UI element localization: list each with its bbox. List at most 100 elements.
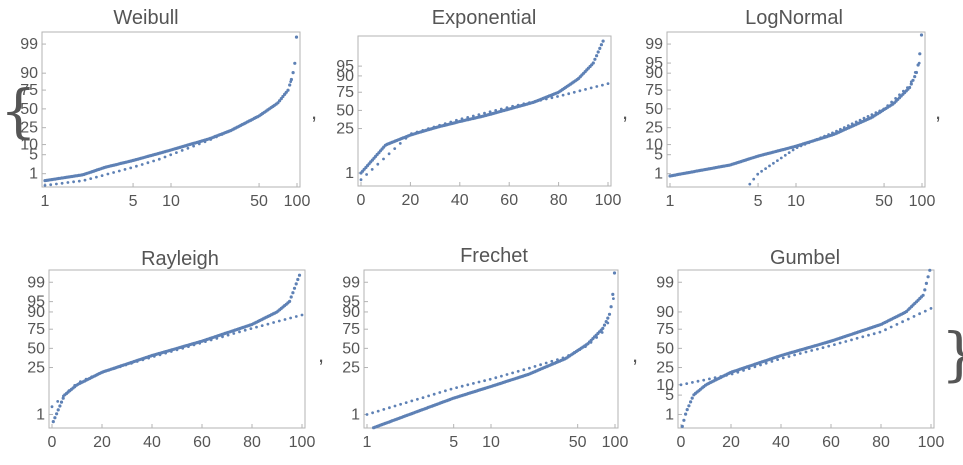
data-point <box>601 39 605 43</box>
data-point <box>528 101 531 104</box>
data-point <box>550 359 554 363</box>
data-point <box>779 156 783 160</box>
data-point <box>684 412 688 416</box>
data-point <box>593 57 597 61</box>
data-point <box>878 330 882 334</box>
y-tick-label: 95 <box>645 55 663 72</box>
data-point <box>753 365 757 369</box>
data-point <box>787 151 791 155</box>
data-point <box>759 363 762 367</box>
data-point <box>296 277 300 282</box>
data-point <box>118 365 122 369</box>
data-point <box>449 120 453 124</box>
data-point <box>283 318 287 321</box>
data-point <box>181 346 185 350</box>
data-series-1 <box>372 271 617 430</box>
y-tick-label: 25 <box>645 120 663 137</box>
data-point <box>799 144 803 148</box>
data-point <box>591 61 595 65</box>
data-point <box>255 115 258 119</box>
data-point <box>56 400 60 403</box>
y-tick-label: 75 <box>27 321 45 338</box>
data-point <box>609 305 613 309</box>
data-series-2 <box>679 307 933 387</box>
data-point <box>175 348 179 352</box>
y-tick-label: 50 <box>342 340 360 357</box>
data-point <box>293 61 297 65</box>
y-tick-label: 50 <box>20 101 38 118</box>
separator-comma-1: , <box>311 99 317 124</box>
data-point <box>421 129 425 132</box>
data-point <box>556 95 559 98</box>
x-tick-label: 5 <box>129 193 138 210</box>
data-point <box>249 327 253 330</box>
data-point <box>56 408 60 412</box>
data-point <box>203 140 207 144</box>
data-point <box>51 420 55 424</box>
data-point <box>505 373 509 376</box>
data-series-1 <box>51 273 302 424</box>
data-point <box>850 338 853 342</box>
y-tick-label: 99 <box>656 274 674 291</box>
data-point <box>567 92 571 96</box>
data-point <box>842 126 846 129</box>
data-point <box>163 155 167 159</box>
data-point <box>912 315 916 318</box>
data-point <box>220 133 224 136</box>
data-point <box>100 174 104 178</box>
data-point <box>522 102 526 106</box>
chart-title: Frechet <box>460 245 528 267</box>
data-point <box>561 356 565 360</box>
data-point <box>117 169 121 173</box>
close-brace: } <box>941 320 963 388</box>
data-point <box>404 136 408 140</box>
data-point <box>266 322 270 326</box>
data-point <box>169 153 173 157</box>
data-point <box>249 118 253 122</box>
data-point <box>882 107 886 111</box>
x-tick-label: 100 <box>918 434 945 451</box>
data-point <box>889 325 893 329</box>
data-point <box>90 375 94 379</box>
data-point <box>443 122 447 126</box>
x-tick-label: 1 <box>666 193 675 210</box>
data-point <box>854 120 858 124</box>
data-point <box>928 268 932 272</box>
data-point <box>872 332 876 336</box>
y-tick-label: 5 <box>665 387 674 404</box>
data-point <box>49 183 53 187</box>
data-point <box>787 355 791 358</box>
y-tick-label: 50 <box>336 102 354 119</box>
data-point <box>612 297 615 300</box>
data-point <box>158 353 162 357</box>
data-point <box>909 82 913 86</box>
data-series-2 <box>359 82 610 182</box>
data-point <box>129 166 133 170</box>
data-point <box>472 382 475 385</box>
data-point <box>850 122 854 126</box>
separator-comma-5: , <box>632 342 638 367</box>
y-tick-label: 75 <box>336 84 354 101</box>
data-series-1 <box>668 33 924 178</box>
data-point <box>232 332 236 335</box>
data-point <box>511 104 514 108</box>
data-point <box>810 349 814 352</box>
data-point <box>556 358 559 361</box>
data-point <box>432 125 436 129</box>
y-tick-label: 90 <box>20 65 38 82</box>
data-point <box>866 115 870 118</box>
data-point <box>708 377 711 381</box>
y-tick-label: 25 <box>336 121 354 138</box>
data-point <box>522 368 526 372</box>
data-point <box>152 355 156 358</box>
x-tick-label: 50 <box>250 193 268 210</box>
x-tick-label: 100 <box>289 434 316 451</box>
data-point <box>781 356 785 360</box>
data-point <box>50 405 54 409</box>
y-tick-label: 10 <box>20 137 38 154</box>
x-tick-label: 80 <box>872 434 890 451</box>
x-tick-label: 50 <box>875 193 893 210</box>
data-point <box>398 142 402 145</box>
